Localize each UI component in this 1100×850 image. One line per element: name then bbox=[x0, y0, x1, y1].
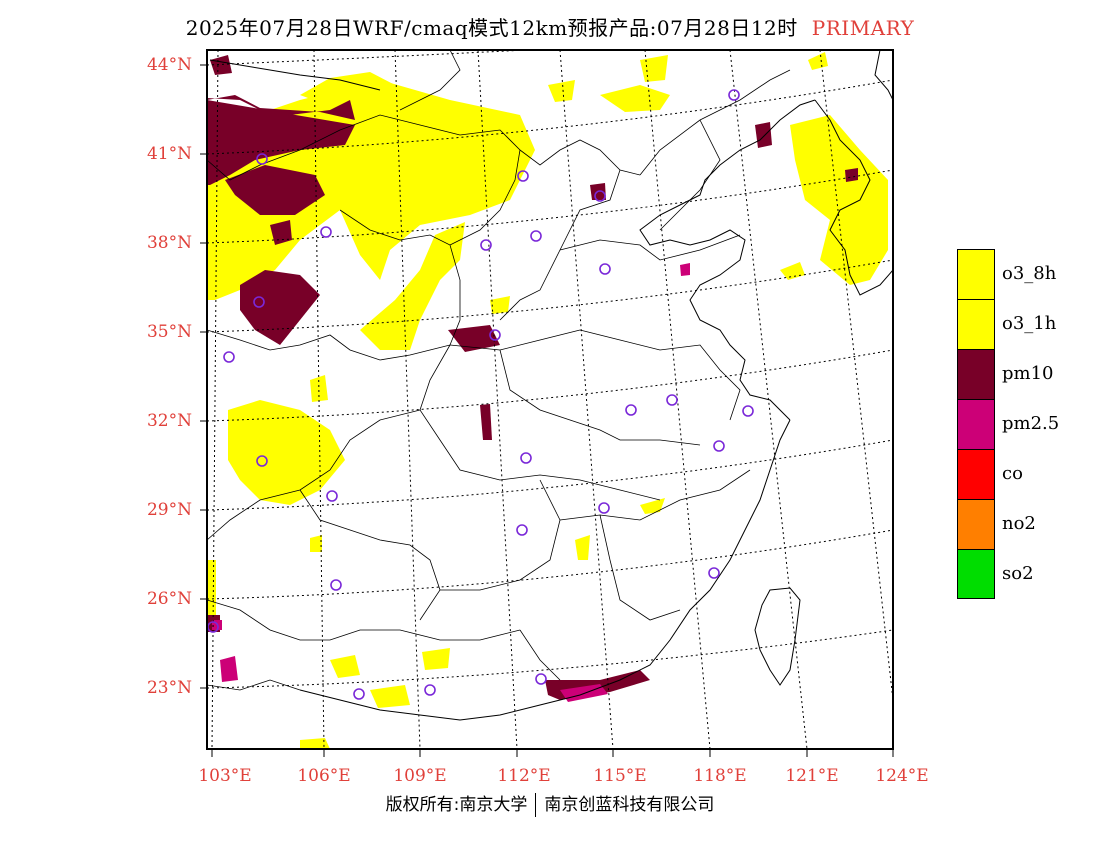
city-stations bbox=[207, 89, 754, 700]
coastline bbox=[209, 50, 893, 721]
legend-label: co bbox=[1002, 463, 1023, 484]
copyright-footer: 版权所有:南京大学 南京创蓝科技有限公司 bbox=[0, 790, 1100, 817]
lat-label-44: 44°N bbox=[146, 55, 192, 75]
footer-left: 版权所有:南京大学 bbox=[385, 795, 528, 815]
title-primary-tag: PRIMARY bbox=[811, 16, 915, 40]
chart-title: 2025年07月28日WRF/cmaq模式12km预报产品:07月28日12时 P… bbox=[0, 12, 1100, 41]
map-frame bbox=[206, 49, 894, 750]
graticule bbox=[207, 50, 893, 749]
legend-label: pm10 bbox=[1002, 363, 1054, 384]
legend-swatch bbox=[957, 349, 995, 399]
legend-label: o3_8h bbox=[1002, 263, 1057, 284]
lon-label-106: 106°E bbox=[297, 766, 351, 786]
lat-label-32: 32°N bbox=[146, 411, 192, 431]
footer-right: 南京创蓝科技有限公司 bbox=[544, 795, 715, 815]
legend-label: pm2.5 bbox=[1002, 413, 1060, 434]
lat-label-23: 23°N bbox=[146, 678, 192, 698]
legend-label: o3_1h bbox=[1002, 313, 1057, 334]
lon-label-109: 109°E bbox=[393, 766, 447, 786]
lat-label-35: 35°N bbox=[146, 322, 192, 342]
axis-ticks bbox=[200, 64, 894, 757]
pm10-dark-areas bbox=[207, 55, 858, 700]
lon-label-112: 112°E bbox=[497, 766, 551, 786]
lat-label-26: 26°N bbox=[146, 589, 192, 609]
legend-swatch bbox=[957, 549, 995, 599]
lon-label-103: 103°E bbox=[198, 766, 252, 786]
legend-label: no2 bbox=[1002, 513, 1036, 534]
legend-swatch bbox=[957, 499, 995, 549]
lon-label-115: 115°E bbox=[593, 766, 647, 786]
legend-swatch bbox=[957, 399, 995, 449]
lon-label-124: 124°E bbox=[875, 766, 929, 786]
province-boundaries bbox=[207, 50, 791, 691]
footer-separator bbox=[535, 793, 537, 817]
legend-swatch bbox=[957, 299, 995, 349]
lon-label-121: 121°E bbox=[785, 766, 839, 786]
lat-label-41: 41°N bbox=[146, 144, 192, 164]
lon-label-118: 118°E bbox=[693, 766, 747, 786]
legend-label: so2 bbox=[1002, 563, 1034, 584]
legend-swatch bbox=[957, 249, 995, 299]
legend-swatch bbox=[957, 449, 995, 499]
lat-label-38: 38°N bbox=[146, 233, 192, 253]
lat-label-29: 29°N bbox=[146, 500, 192, 520]
title-main: 2025年07月28日WRF/cmaq模式12km预报产品:07月28日12时 bbox=[185, 16, 798, 40]
